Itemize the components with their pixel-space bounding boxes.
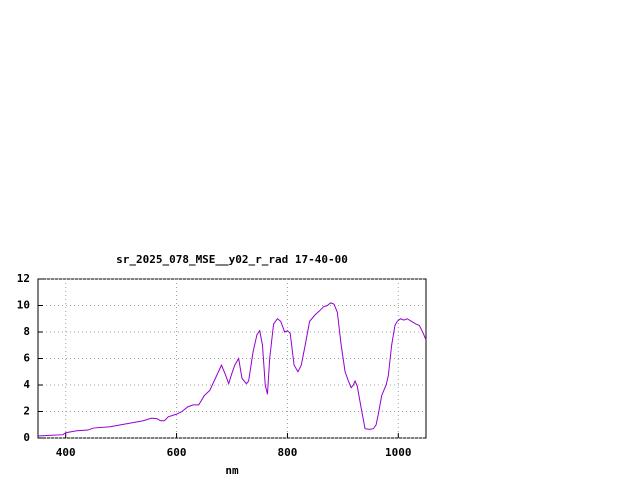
y-tick-label: 8 [23, 325, 30, 338]
y-tick-label: 4 [23, 378, 30, 391]
x-tick-label: 1000 [385, 446, 412, 459]
y-tick-label: 12 [17, 272, 30, 285]
plot-frame [37, 278, 427, 439]
y-tick-label: 0 [23, 431, 30, 444]
y-tick-label: 10 [17, 299, 30, 312]
x-axis-label: nm [225, 464, 239, 477]
chart-title: sr_2025_078_MSE__y02_r_rad 17-40-00 [116, 253, 348, 266]
spectrum-line [37, 302, 427, 437]
x-tick-label: 400 [56, 446, 76, 459]
y-tick-label: 6 [23, 352, 30, 365]
x-tick-label: 800 [277, 446, 297, 459]
y-tick-label: 2 [23, 405, 30, 418]
x-tick-label: 600 [167, 446, 187, 459]
